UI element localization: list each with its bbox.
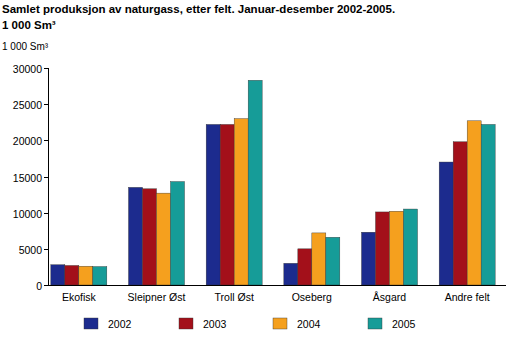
bar <box>481 124 495 285</box>
y-tick-label: 15000 <box>13 172 42 184</box>
y-axis <box>48 68 49 285</box>
y-tick <box>44 285 48 286</box>
bar <box>467 121 481 285</box>
bar <box>248 80 262 285</box>
y-tick-label: 10000 <box>13 208 42 220</box>
bar <box>234 119 248 285</box>
y-tick <box>44 177 48 178</box>
x-tick-label: Andre felt <box>445 291 490 303</box>
legend-label: 2005 <box>392 318 416 330</box>
legend-label: 2003 <box>203 318 227 330</box>
bar <box>79 266 93 285</box>
y-tick-label: 25000 <box>13 99 42 111</box>
x-tick-label: Ekofisk <box>62 291 97 303</box>
bar <box>51 265 65 285</box>
x-tick-label: Troll Øst <box>215 291 254 303</box>
y-tick <box>44 213 48 214</box>
subtitle: 1 000 Sm³ <box>2 19 56 31</box>
bars <box>51 80 495 285</box>
legend-swatch <box>179 318 193 329</box>
x-tick-label: Åsgard <box>373 291 406 303</box>
y-tick-label: 5000 <box>19 244 43 256</box>
bar <box>376 212 390 285</box>
bar <box>129 187 143 285</box>
y-tick-label: 30000 <box>13 63 42 75</box>
y-tick <box>44 68 48 69</box>
bar <box>171 182 185 285</box>
bar <box>326 237 340 285</box>
bar <box>284 263 298 285</box>
bar <box>362 232 376 285</box>
legend-label: 2002 <box>108 318 132 330</box>
page: {"chart_data": { "type": "bar", "title":… <box>0 0 513 342</box>
bar <box>206 124 220 285</box>
bar <box>453 142 467 285</box>
x-axis <box>48 285 506 286</box>
chart: Samlet produksjon av naturgass, etter fe… <box>0 0 513 342</box>
legend-label: 2004 <box>297 318 321 330</box>
title: Samlet produksjon av naturgass, etter fe… <box>2 3 395 15</box>
y-axis-label: 1 000 Sm³ <box>2 41 49 52</box>
legend-swatch <box>368 318 382 329</box>
bar <box>220 124 234 285</box>
bar <box>298 249 312 285</box>
bar <box>65 265 79 285</box>
bar <box>390 211 404 285</box>
x-tick-label: Sleipner Øst <box>128 291 186 303</box>
bar <box>439 162 453 285</box>
y-tick-label: 20000 <box>13 135 42 147</box>
bar <box>93 267 107 285</box>
legend-swatch <box>273 318 287 329</box>
x-tick-label: Oseberg <box>292 291 332 303</box>
y-tick <box>44 104 48 105</box>
y-tick <box>44 140 48 141</box>
bar <box>312 233 326 285</box>
bar <box>157 193 171 285</box>
bar <box>404 209 418 285</box>
y-tick <box>44 249 48 250</box>
y-tick-label: 0 <box>36 280 42 292</box>
legend-swatch <box>84 318 98 329</box>
bar <box>143 189 157 285</box>
